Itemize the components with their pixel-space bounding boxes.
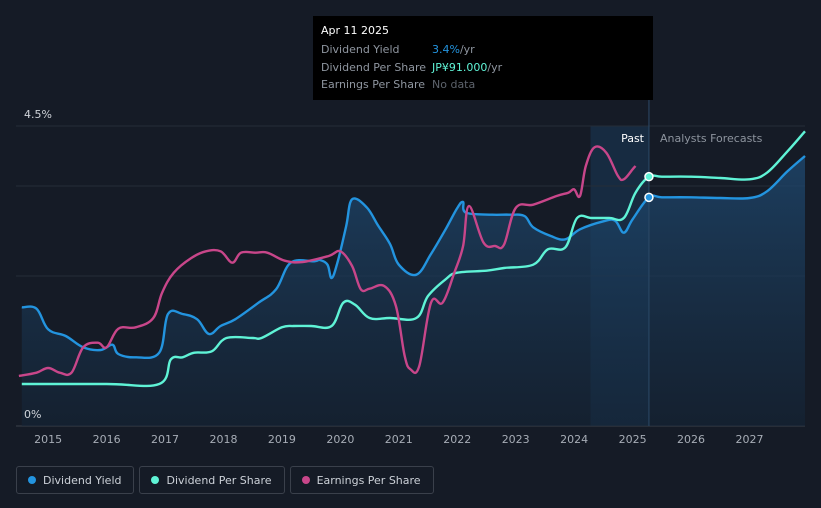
marker-dividend-yield bbox=[644, 192, 654, 203]
tooltip-unit: /yr bbox=[459, 43, 475, 56]
legend-item-dividend-yield[interactable]: Dividend Yield bbox=[16, 466, 135, 494]
x-tick-label: 2019 bbox=[268, 433, 296, 446]
tooltip-row-dividend-yield: Dividend Yield 3.4% /yr bbox=[321, 43, 645, 61]
past-label: Past bbox=[621, 132, 645, 145]
x-tick-label: 2016 bbox=[93, 433, 121, 446]
x-tick-label: 2026 bbox=[677, 433, 705, 446]
legend-dot-icon bbox=[151, 476, 160, 484]
x-tick-label: 2020 bbox=[326, 433, 354, 446]
dividend-yield-area bbox=[21, 156, 806, 426]
x-tick-label: 2027 bbox=[735, 433, 763, 446]
x-tick-label: 2023 bbox=[502, 433, 530, 446]
x-tick-label: 2017 bbox=[151, 433, 179, 446]
x-tick-label: 2018 bbox=[209, 433, 237, 446]
legend-label: Dividend Per Share bbox=[166, 473, 272, 487]
forecast-label: Analysts Forecasts bbox=[660, 132, 763, 145]
y-axis-top-label: 4.5% bbox=[24, 108, 52, 121]
tooltip-value: JP¥91.000 bbox=[432, 60, 488, 74]
series-line-earnings-per-share bbox=[18, 145, 637, 378]
series-line-dividend-yield bbox=[21, 155, 806, 360]
x-tick-label: 2015 bbox=[34, 433, 62, 446]
legend-label: Dividend Yield bbox=[43, 473, 122, 487]
x-tick-label: 2022 bbox=[443, 433, 471, 446]
legend-dot-icon bbox=[301, 476, 310, 484]
x-tick-label: 2021 bbox=[385, 433, 413, 446]
tooltip: Apr 11 2025 Dividend Yield 3.4% /yr Divi… bbox=[313, 16, 653, 100]
tooltip-row-dividend-per-share: Dividend Per Share JP¥91.000 /yr bbox=[321, 61, 645, 79]
tooltip-value: No data bbox=[432, 78, 476, 91]
marker-dividend-per-share bbox=[644, 171, 654, 182]
y-axis-bottom-label: 0% bbox=[24, 408, 41, 421]
tooltip-unit: /yr bbox=[487, 60, 503, 74]
tooltip-value: 3.4% bbox=[432, 43, 460, 56]
tooltip-date: Apr 11 2025 bbox=[321, 24, 390, 37]
legend-dot-icon bbox=[28, 476, 36, 484]
legend: Dividend Yield Dividend Per Share Earnin… bbox=[16, 466, 434, 494]
series-line-dividend-per-share bbox=[21, 130, 806, 388]
legend-item-earnings-per-share[interactable]: Earnings Per Share bbox=[289, 466, 434, 494]
tooltip-label: Dividend Per Share bbox=[321, 60, 427, 74]
legend-label: Earnings Per Share bbox=[316, 473, 421, 487]
tooltip-row-earnings-per-share: Earnings Per Share No data bbox=[321, 78, 645, 96]
tooltip-label: Earnings Per Share bbox=[321, 78, 426, 91]
x-tick-label: 2025 bbox=[619, 433, 647, 446]
tooltip-label: Dividend Yield bbox=[321, 43, 400, 56]
legend-item-dividend-per-share[interactable]: Dividend Per Share bbox=[139, 466, 285, 494]
x-tick-label: 2024 bbox=[560, 433, 588, 446]
